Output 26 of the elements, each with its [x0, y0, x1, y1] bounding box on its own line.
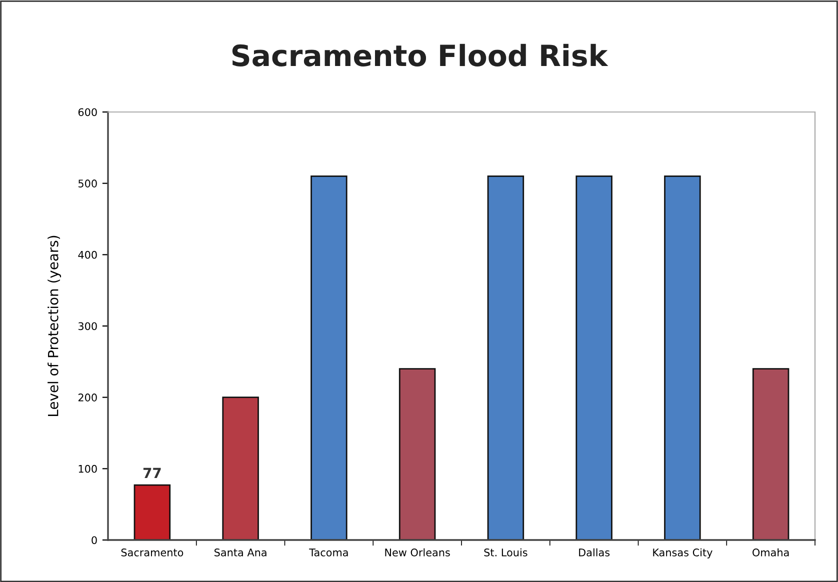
x-tick-label: St. Louis [484, 548, 528, 556]
y-tick-label: 500 [78, 180, 97, 188]
bar [752, 368, 790, 540]
y-tick-label: 0 [92, 536, 97, 544]
data-label: 77 [143, 468, 161, 478]
bar [310, 176, 348, 540]
y-tick-label: 200 [78, 394, 97, 402]
x-tick-label: Omaha [752, 548, 789, 556]
x-tick-label: Santa Ana [214, 548, 266, 556]
bar [664, 176, 701, 540]
x-tick-label: Kansas City [653, 548, 712, 558]
y-tick-label: 300 [78, 322, 97, 330]
bar [576, 176, 612, 540]
x-tick-label: Tacoma [309, 548, 348, 556]
x-tick-label: Sacramento [121, 548, 184, 556]
x-tick-label: Dallas [579, 548, 610, 556]
bar [222, 396, 259, 540]
x-tick-label: New Orleans [385, 548, 450, 556]
bar [134, 484, 171, 540]
bar [398, 368, 436, 540]
y-tick-label: 400 [78, 250, 97, 259]
chart-title: Sacramento Flood Risk [232, 44, 608, 66]
bar [487, 176, 524, 540]
y-tick-label: 100 [78, 464, 97, 473]
y-axis-title: Level of Protection (years) [48, 236, 62, 416]
y-tick-label: 600 [78, 108, 97, 116]
